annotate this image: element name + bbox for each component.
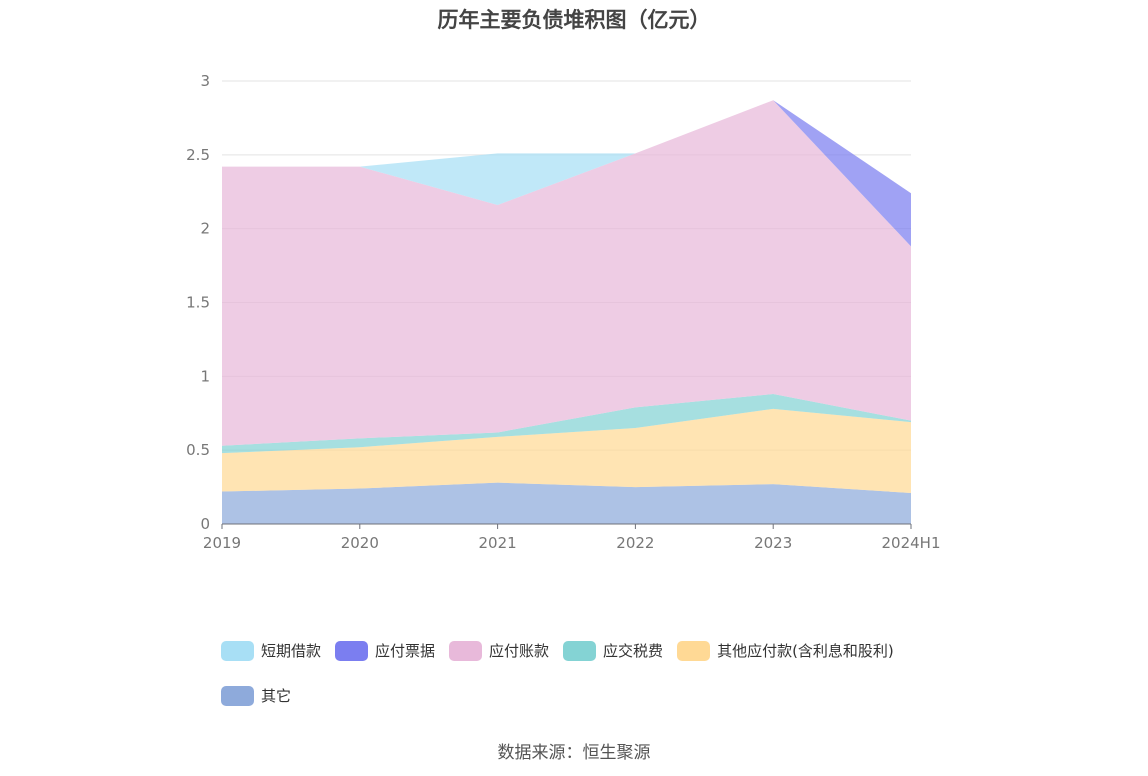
legend-item[interactable]: 应付票据 xyxy=(335,640,435,661)
legend-swatch xyxy=(335,640,369,661)
x-tick-label: 2024H1 xyxy=(882,534,941,552)
area-layer xyxy=(222,100,911,524)
legend-item[interactable]: 其他应付款(含利息和股利) xyxy=(677,640,894,661)
legend-label: 应交税费 xyxy=(603,642,664,660)
legend-swatch xyxy=(449,640,483,661)
legend-swatch xyxy=(563,640,597,661)
y-tick-label: 1.5 xyxy=(186,294,210,312)
source-note: 数据来源：恒生聚源 xyxy=(497,743,651,763)
area-series-1 xyxy=(222,408,911,493)
x-tick-label: 2019 xyxy=(203,534,241,552)
legend-item[interactable]: 应交税费 xyxy=(563,640,663,661)
legend-label: 应付票据 xyxy=(375,642,436,660)
legend-label: 其它 xyxy=(261,687,292,705)
area-series-3 xyxy=(222,100,911,446)
y-tick-label: 0.5 xyxy=(186,441,210,459)
legend-swatch xyxy=(221,685,254,706)
legend-label: 短期借款 xyxy=(261,642,322,660)
y-tick-label: 2 xyxy=(200,220,210,238)
y-tick-label: 1 xyxy=(200,367,210,385)
y-tick-label: 2.5 xyxy=(186,146,210,164)
axes: 0 0.5 1 1.5 2 2.5 3 2019 2020 2021 2022 2023 2024H1 xyxy=(186,72,940,552)
legend-swatch xyxy=(677,640,711,661)
legend-item[interactable]: 短期借款 xyxy=(221,640,321,661)
y-tick-label: 0 xyxy=(200,515,210,533)
y-tick-label: 3 xyxy=(200,72,210,90)
x-tick-label: 2020 xyxy=(341,534,379,552)
area-series-0 xyxy=(222,482,911,524)
legend-swatch xyxy=(221,640,254,661)
legend: 短期借款 应付票据 应付账款 应交税费 其他应付款(含利息和股利) 其它 xyxy=(221,640,981,706)
legend-label: 其他应付款(含利息和股利) xyxy=(717,642,894,660)
legend-item[interactable]: 应付账款 xyxy=(449,640,549,661)
legend-item[interactable]: 其它 xyxy=(221,685,291,706)
chart-title: 历年主要负债堆积图（亿元） xyxy=(437,8,711,32)
x-tick-label: 2022 xyxy=(616,534,654,552)
legend-label: 应付账款 xyxy=(489,642,550,660)
x-tick-label: 2021 xyxy=(479,534,517,552)
x-tick-label: 2023 xyxy=(754,534,792,552)
area-series-2 xyxy=(222,394,911,454)
